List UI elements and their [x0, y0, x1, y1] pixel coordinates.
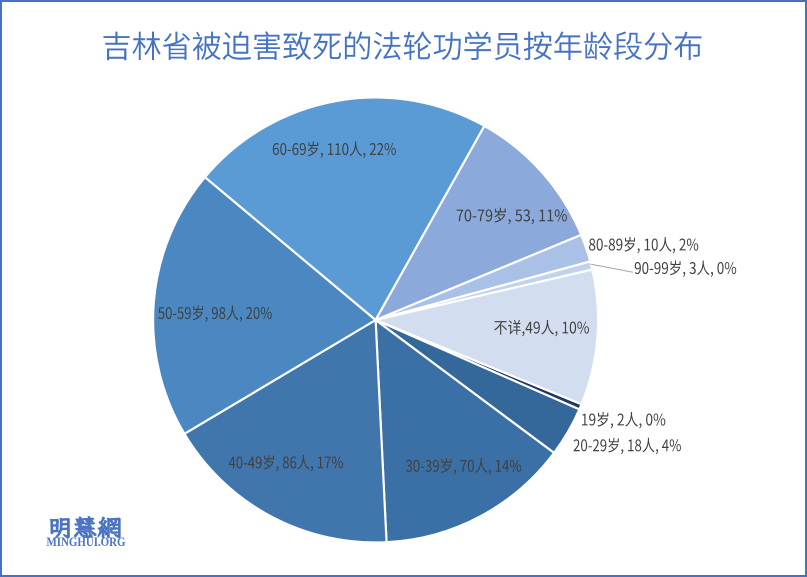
svg-text:MINGHUI.ORG: MINGHUI.ORG — [47, 535, 126, 549]
